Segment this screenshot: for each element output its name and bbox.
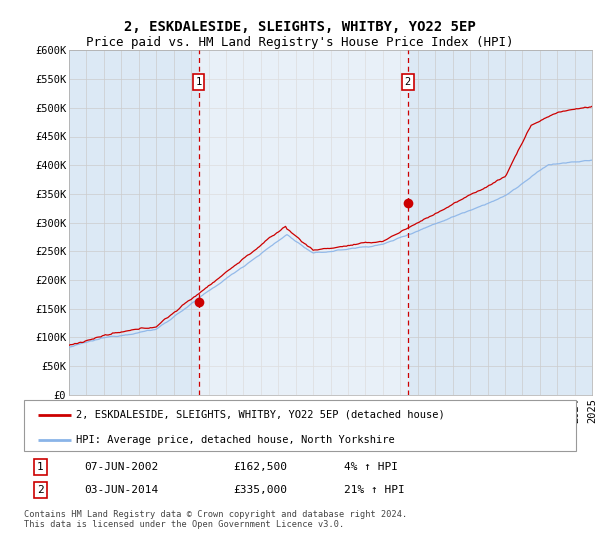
- Text: 2, ESKDALESIDE, SLEIGHTS, WHITBY, YO22 5EP (detached house): 2, ESKDALESIDE, SLEIGHTS, WHITBY, YO22 5…: [76, 409, 445, 419]
- Text: 1: 1: [37, 462, 44, 472]
- Text: 2: 2: [405, 77, 411, 87]
- Text: 2: 2: [37, 485, 44, 495]
- Text: 07-JUN-2002: 07-JUN-2002: [85, 462, 159, 472]
- Text: 4% ↑ HPI: 4% ↑ HPI: [344, 462, 398, 472]
- Text: 21% ↑ HPI: 21% ↑ HPI: [344, 485, 405, 495]
- Text: 1: 1: [196, 77, 202, 87]
- Bar: [199, 50, 408, 395]
- Text: Price paid vs. HM Land Registry's House Price Index (HPI): Price paid vs. HM Land Registry's House …: [86, 36, 514, 49]
- FancyBboxPatch shape: [24, 400, 576, 451]
- Text: 03-JUN-2014: 03-JUN-2014: [85, 485, 159, 495]
- Text: 2, ESKDALESIDE, SLEIGHTS, WHITBY, YO22 5EP: 2, ESKDALESIDE, SLEIGHTS, WHITBY, YO22 5…: [124, 20, 476, 34]
- Text: HPI: Average price, detached house, North Yorkshire: HPI: Average price, detached house, Nort…: [76, 435, 395, 445]
- Text: Contains HM Land Registry data © Crown copyright and database right 2024.
This d: Contains HM Land Registry data © Crown c…: [24, 510, 407, 529]
- Text: £162,500: £162,500: [234, 462, 288, 472]
- Text: £335,000: £335,000: [234, 485, 288, 495]
